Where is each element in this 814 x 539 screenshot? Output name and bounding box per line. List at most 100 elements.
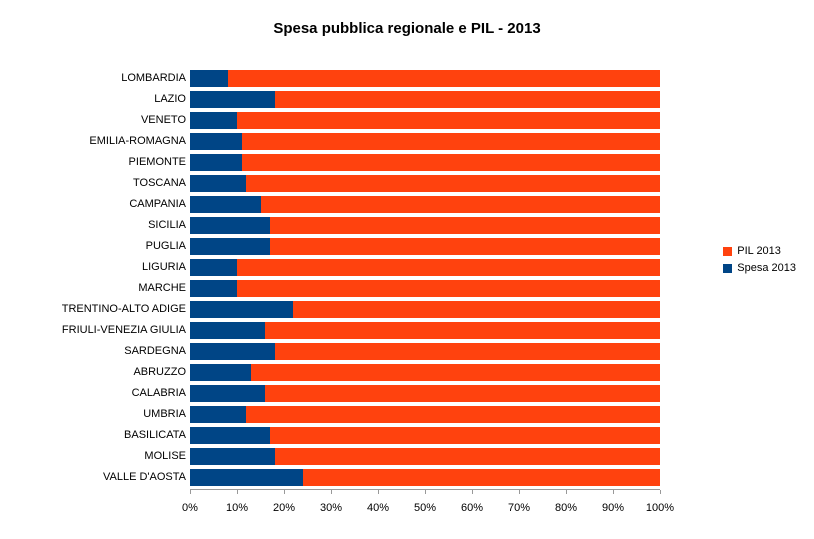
bar-segment-spesa	[190, 259, 237, 276]
bar-segment-spesa	[190, 133, 242, 150]
y-axis-label: PIEMONTE	[6, 154, 186, 171]
y-axis-label: BASILICATA	[6, 427, 186, 444]
y-axis-label: VALLE D'AOSTA	[6, 469, 186, 486]
bar-row	[190, 70, 660, 87]
x-tick-label: 70%	[508, 502, 530, 514]
bar-segment-spesa	[190, 301, 293, 318]
bar-segment-pil	[275, 91, 660, 108]
bar-segment-spesa	[190, 469, 303, 486]
bar-segment-pil	[270, 217, 660, 234]
bar-row	[190, 343, 660, 360]
legend-swatch-pil	[723, 247, 732, 256]
x-tick-label: 0%	[182, 502, 198, 514]
bar-segment-pil	[228, 70, 660, 87]
x-tick-label: 60%	[461, 502, 483, 514]
bar-segment-pil	[246, 406, 660, 423]
bar-row	[190, 217, 660, 234]
bar-segment-pil	[237, 112, 660, 129]
y-axis-label: SICILIA	[6, 217, 186, 234]
x-tick	[237, 490, 238, 494]
y-axis-label: FRIULI-VENEZIA GIULIA	[6, 322, 186, 339]
bar-segment-pil	[261, 196, 661, 213]
bar-row	[190, 322, 660, 339]
bar-segment-pil	[265, 385, 660, 402]
legend-item-spesa: Spesa 2013	[723, 262, 796, 274]
bar-segment-spesa	[190, 238, 270, 255]
legend-label-pil: PIL 2013	[737, 245, 781, 257]
bar-segment-spesa	[190, 364, 251, 381]
y-axis-label: SARDEGNA	[6, 343, 186, 360]
bar-segment-spesa	[190, 385, 265, 402]
legend: PIL 2013 Spesa 2013	[723, 245, 796, 279]
bar-row	[190, 133, 660, 150]
y-axis-label: LOMBARDIA	[6, 70, 186, 87]
bar-segment-spesa	[190, 175, 246, 192]
bar-row	[190, 301, 660, 318]
bar-segment-spesa	[190, 343, 275, 360]
x-tick	[566, 490, 567, 494]
bar-row	[190, 406, 660, 423]
bar-segment-spesa	[190, 70, 228, 87]
bar-row	[190, 364, 660, 381]
bar-segment-pil	[237, 259, 660, 276]
x-tick-label: 80%	[555, 502, 577, 514]
x-tick	[190, 490, 191, 494]
x-tick-label: 40%	[367, 502, 389, 514]
bar-segment-pil	[293, 301, 660, 318]
bar-segment-pil	[265, 322, 660, 339]
bar-row	[190, 448, 660, 465]
legend-item-pil: PIL 2013	[723, 245, 796, 257]
bar-segment-pil	[275, 448, 660, 465]
bar-segment-spesa	[190, 427, 270, 444]
bar-segment-pil	[237, 280, 660, 297]
bar-segment-pil	[270, 238, 660, 255]
bar-row	[190, 427, 660, 444]
bar-segment-spesa	[190, 154, 242, 171]
y-axis-label: ABRUZZO	[6, 364, 186, 381]
bar-segment-pil	[246, 175, 660, 192]
bar-row	[190, 91, 660, 108]
bar-segment-spesa	[190, 217, 270, 234]
bar-segment-spesa	[190, 280, 237, 297]
y-axis-label: MARCHE	[6, 280, 186, 297]
bar-segment-spesa	[190, 448, 275, 465]
legend-label-spesa: Spesa 2013	[737, 262, 796, 274]
bar-segment-spesa	[190, 322, 265, 339]
bar-row	[190, 154, 660, 171]
bar-segment-pil	[242, 133, 660, 150]
x-tick	[284, 490, 285, 494]
y-axis-label: UMBRIA	[6, 406, 186, 423]
bar-segment-pil	[275, 343, 660, 360]
bar-row	[190, 469, 660, 486]
x-tick	[425, 490, 426, 494]
plot-area	[190, 70, 660, 490]
x-tick	[519, 490, 520, 494]
bar-row	[190, 238, 660, 255]
x-tick	[331, 490, 332, 494]
y-axis-label: EMILIA-ROMAGNA	[6, 133, 186, 150]
bar-segment-spesa	[190, 406, 246, 423]
bar-row	[190, 280, 660, 297]
bar-row	[190, 259, 660, 276]
y-axis-label: LAZIO	[6, 91, 186, 108]
y-axis-label: PUGLIA	[6, 238, 186, 255]
bar-row	[190, 196, 660, 213]
chart-title: Spesa pubblica regionale e PIL - 2013	[0, 20, 814, 37]
chart-container: Spesa pubblica regionale e PIL - 2013 LO…	[0, 0, 814, 539]
x-tick	[613, 490, 614, 494]
y-axis-label: CALABRIA	[6, 385, 186, 402]
x-tick	[378, 490, 379, 494]
bar-segment-pil	[251, 364, 660, 381]
x-tick	[472, 490, 473, 494]
bar-segment-pil	[242, 154, 660, 171]
y-axis-label: TRENTINO-ALTO ADIGE	[6, 301, 186, 318]
x-tick-label: 30%	[320, 502, 342, 514]
bar-segment-spesa	[190, 112, 237, 129]
legend-swatch-spesa	[723, 264, 732, 273]
bar-segment-pil	[270, 427, 660, 444]
y-axis-label: MOLISE	[6, 448, 186, 465]
x-tick-label: 10%	[226, 502, 248, 514]
x-tick	[660, 490, 661, 494]
y-axis-label: TOSCANA	[6, 175, 186, 192]
x-tick-label: 90%	[602, 502, 624, 514]
